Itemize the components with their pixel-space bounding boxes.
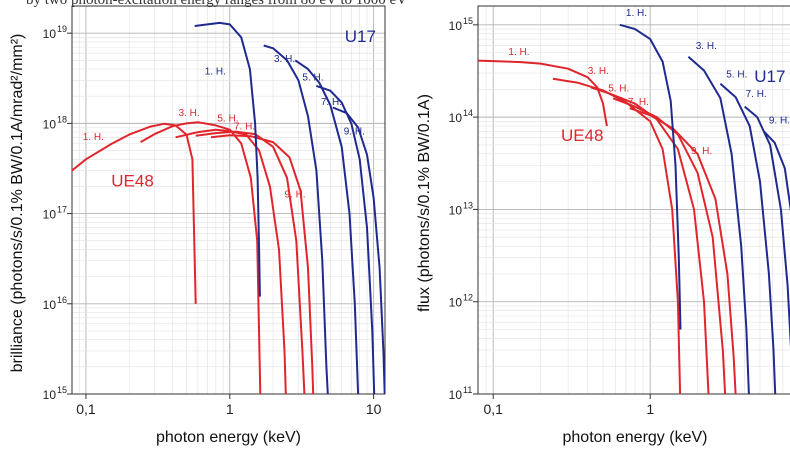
svg-text:10: 10	[43, 388, 57, 402]
y-axis-label: brilliance (photons/s/0.1% BW/0.1A/mrad²…	[9, 34, 26, 373]
x-tick-label: 1	[646, 401, 654, 417]
svg-text:10: 10	[449, 111, 463, 125]
y-tick-label: 10 15	[43, 385, 67, 402]
svg-text:10: 10	[43, 27, 57, 41]
svg-text:10: 10	[449, 19, 463, 33]
svg-text:10: 10	[449, 296, 463, 310]
flux-series-group	[478, 23, 790, 394]
series-line-u17-3h	[263, 44, 329, 394]
series-line-ue48-1h	[72, 122, 197, 304]
harmonic-label: 3. H.	[588, 66, 609, 77]
flux-plot-frame	[477, 5, 790, 395]
series-line-u17-1h	[194, 21, 261, 297]
harmonic-label: 7. H.	[234, 122, 255, 133]
y-tick-label: 10 17	[43, 205, 67, 222]
y-tick-label: 10 13	[449, 200, 473, 217]
harmonic-label: 3. H.	[274, 54, 295, 65]
y-tick-exponent: 13	[463, 200, 473, 210]
y-tick-exponent: 19	[57, 24, 67, 34]
harmonic-label: 5. H.	[217, 113, 238, 124]
series-line-u17-9h	[332, 106, 385, 394]
y-tick-label: 10 18	[43, 114, 67, 131]
harmonic-label: 5. H.	[302, 72, 323, 83]
harmonic-label: 3. H.	[696, 41, 717, 52]
y-tick-label: 10 12	[449, 293, 473, 310]
y-tick-exponent: 15	[463, 16, 473, 26]
svg-text:10: 10	[449, 203, 463, 217]
series-line-ue48-3h	[140, 121, 262, 394]
series-line-u17-9h	[763, 130, 790, 212]
top-caption: by two photon-excitation energy ranges f…	[26, 0, 408, 8]
y-tick-exponent: 15	[57, 385, 67, 395]
brilliance-series-group	[72, 21, 385, 394]
brilliance-plot-frame	[71, 5, 386, 395]
series-line-ue48-7h	[612, 97, 727, 394]
x-tick-label: 0,1	[76, 401, 96, 417]
undulator-label: U17	[345, 27, 376, 46]
series-line-u17-7h	[744, 105, 790, 348]
harmonic-label: 5. H.	[726, 69, 747, 80]
y-tick-label: 10 19	[43, 24, 67, 41]
series-line-ue48-3h	[552, 77, 682, 394]
y-tick-label: 10 16	[43, 295, 67, 312]
brilliance-grid	[72, 6, 385, 394]
harmonic-label: 1. H.	[626, 8, 647, 19]
svg-text:10: 10	[43, 298, 57, 312]
x-axis-label: photon energy (keV)	[563, 429, 708, 446]
series-line-ue48-5h	[175, 128, 287, 394]
harmonic-label: 9. H.	[691, 146, 712, 157]
y-tick-exponent: 14	[463, 108, 473, 118]
undulator-label: UE48	[111, 171, 154, 190]
series-line-u17-5h	[294, 59, 360, 394]
harmonic-label: 1. H.	[508, 47, 529, 58]
y-tick-exponent: 12	[463, 293, 473, 303]
svg-text:10: 10	[43, 208, 57, 222]
x-tick-label: 0,1	[483, 401, 503, 417]
harmonic-label: 7. H.	[746, 89, 767, 100]
undulator-label: U17	[754, 67, 785, 86]
harmonic-label: 1. H.	[83, 132, 104, 143]
series-line-ue48-9h	[629, 107, 737, 394]
y-tick-label: 10 15	[449, 16, 473, 33]
series-line-u17-3h	[687, 56, 750, 394]
y-tick-exponent: 17	[57, 205, 67, 215]
y-tick-label: 10 14	[449, 108, 473, 125]
series-line-ue48-9h	[210, 134, 315, 394]
series-line-ue48-7h	[195, 130, 306, 394]
harmonic-label: 1. H.	[205, 66, 226, 77]
series-line-u17-1h	[619, 23, 682, 330]
harmonic-label: 3. H.	[178, 108, 199, 119]
y-tick-label: 10 11	[449, 385, 473, 402]
x-tick-label: 1	[226, 401, 234, 417]
harmonic-label: 9. H.	[769, 116, 790, 127]
x-axis-label: photon energy (keV)	[156, 429, 301, 446]
harmonic-label: 9. H.	[344, 127, 365, 138]
harmonic-label: 5. H.	[608, 83, 629, 94]
series-line-ue48-1h	[478, 59, 608, 127]
y-tick-exponent: 11	[463, 385, 472, 395]
harmonic-label: 7. H.	[628, 97, 649, 108]
flux-grid	[478, 6, 790, 394]
svg-text:10: 10	[449, 388, 463, 402]
undulator-label: UE48	[561, 126, 604, 145]
y-tick-exponent: 16	[57, 295, 67, 305]
x-tick-label: 10	[366, 401, 382, 417]
series-line-u17-7h	[316, 84, 376, 394]
y-tick-exponent: 18	[57, 114, 67, 124]
harmonic-label: 9. H.	[284, 190, 305, 201]
series-line-u17-5h	[719, 82, 777, 394]
harmonic-label: 7. H.	[321, 97, 342, 108]
svg-text:10: 10	[43, 117, 57, 131]
y-axis-label: flux (photons/s/0.1% BW/0.1A)	[416, 94, 433, 312]
series-line-ue48-5h	[590, 86, 710, 394]
